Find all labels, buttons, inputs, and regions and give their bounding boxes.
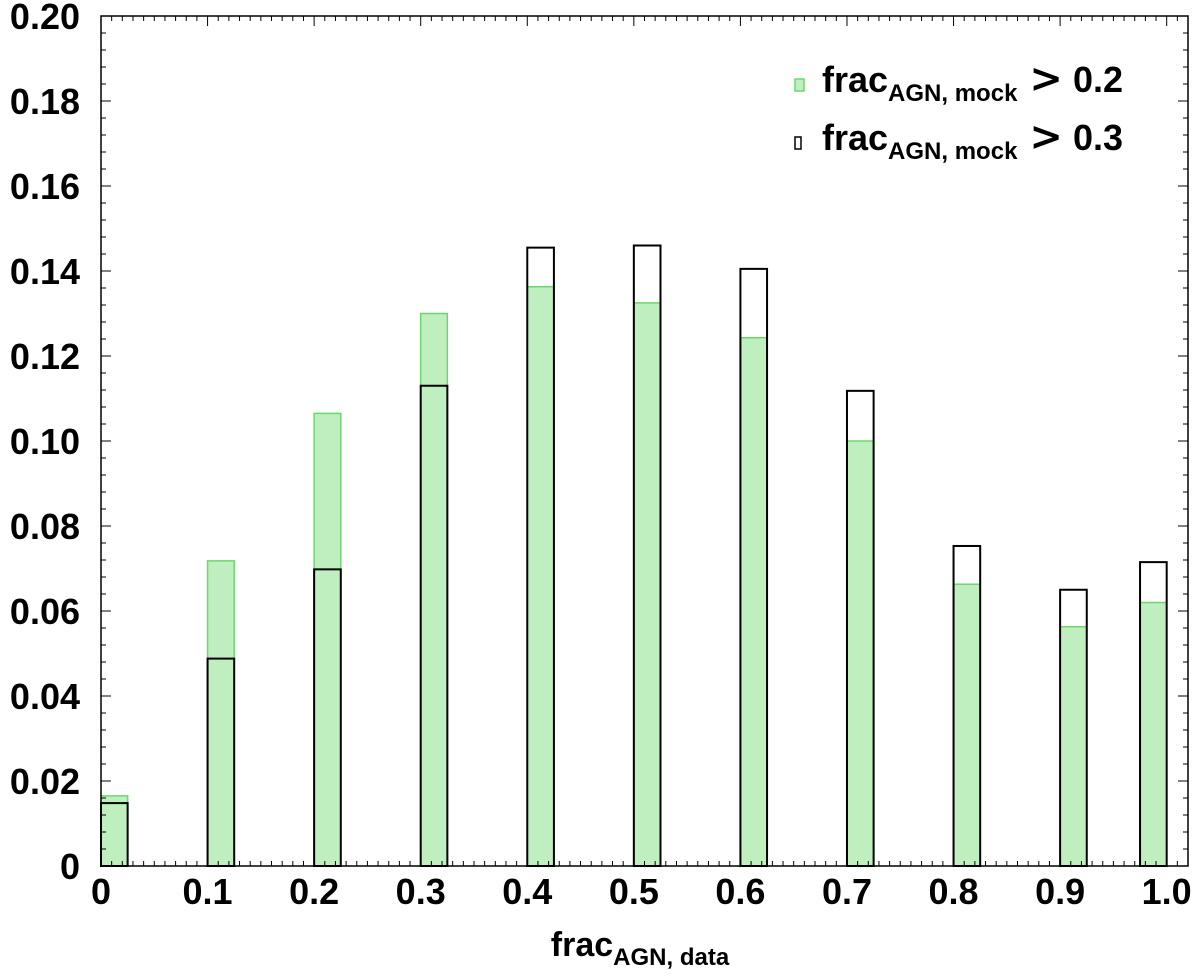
y-tick-labels: 0 0.02 0.04 0.06 0.08 0.10 0.12 0.14 0.16 0.18 0.2…: [10, 0, 80, 887]
x-tick-label: 0: [91, 871, 111, 912]
bar-series-1-bin-6: [633, 302, 662, 867]
bar-series-1-bin-11: [1139, 601, 1168, 867]
y-tick-label: 0.18: [10, 81, 80, 122]
bar-series-1-bin-2: [206, 560, 235, 867]
y-tick-label: 0.02: [10, 761, 80, 802]
bars-layer: [100, 244, 1168, 867]
x-tick-label: 0.8: [929, 871, 979, 912]
x-axis-label-sub: AGN, data: [613, 944, 730, 971]
bar-series-1-bin-7: [739, 336, 768, 867]
legend: fracAGN, mock >0.2 fracAGN, mock >0.3: [794, 55, 1123, 165]
y-tick-label: 0.08: [10, 506, 80, 547]
bar-series-1-bin-4: [419, 312, 449, 867]
x-tick-label: 0.1: [183, 871, 233, 912]
x-tick-label: 0.9: [1035, 871, 1085, 912]
bar-series-1-bin-8: [846, 440, 875, 867]
x-tick-label: 0.4: [502, 871, 552, 912]
legend-entry-2: fracAGN, mock >0.3: [822, 113, 1123, 165]
x-axis-label: fracAGN, data: [551, 926, 730, 971]
x-tick-label: 0.6: [715, 871, 765, 912]
legend-entry-1: fracAGN, mock >0.2: [822, 55, 1123, 107]
bar-series-1-bin-1: [100, 795, 129, 867]
x-axis-label-main: frac: [551, 926, 613, 964]
y-tick-label: 0.14: [10, 251, 80, 292]
bar-series-1-bin-5: [526, 285, 555, 867]
bar-series-1-bin-10: [1059, 625, 1088, 867]
bar-series-1-bin-9: [952, 583, 981, 867]
x-tick-label: 0.5: [609, 871, 659, 912]
y-tick-label: 0.12: [10, 336, 80, 377]
y-tick-label: 0.06: [10, 591, 80, 632]
x-tick-labels: 0 0.1 0.2 0.3 0.4 0.5 0.6 0.7 0.8 0.9 1.0: [91, 871, 1192, 912]
x-tick-label: 0.2: [289, 871, 339, 912]
y-tick-label: 0.20: [10, 0, 80, 37]
x-tick-label: 0.3: [396, 871, 446, 912]
ticks-layer: [100, 15, 1189, 867]
y-tick-label: 0.16: [10, 166, 80, 207]
x-tick-label: 1.0: [1142, 871, 1192, 912]
bar-series-1-bin-3: [313, 412, 342, 867]
y-tick-label: 0: [60, 846, 80, 887]
legend-swatch-1: [794, 78, 805, 92]
y-tick-label: 0.04: [10, 676, 80, 717]
x-tick-label: 0.7: [822, 871, 872, 912]
legend-swatch-2: [794, 136, 802, 150]
y-tick-label: 0.10: [10, 421, 80, 462]
